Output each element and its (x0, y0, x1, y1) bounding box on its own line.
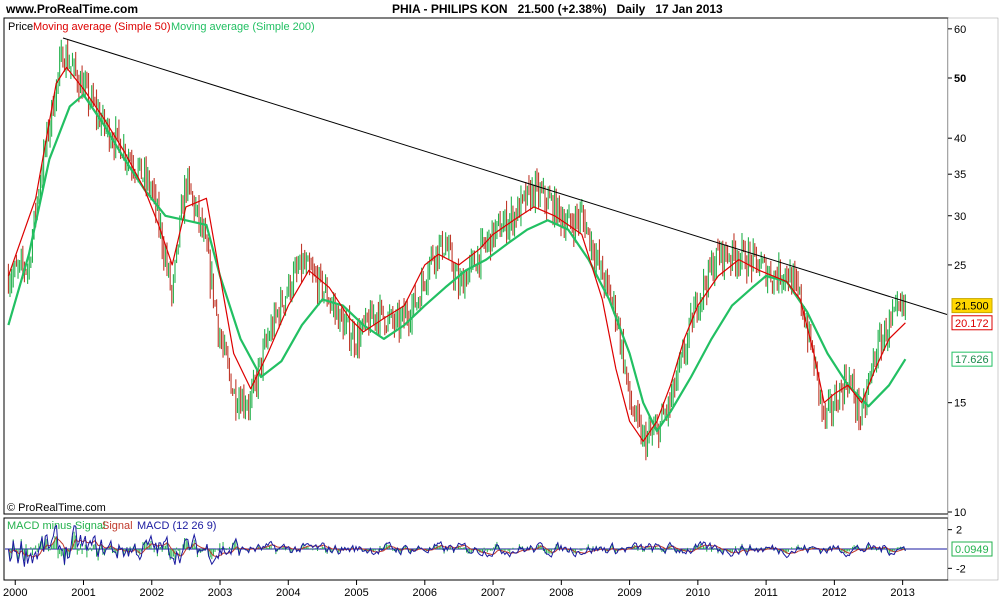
main-plot (7, 37, 948, 461)
x-tick-label: 2009 (617, 587, 641, 599)
y-tick-label: 40 (954, 133, 966, 145)
y-tick-label: 30 (954, 211, 966, 223)
legend-macd: MACD (12 26 9) (137, 520, 216, 532)
last-price-label-bg (951, 298, 993, 314)
legend-signal: Signal (102, 520, 133, 532)
x-tick-label: 2012 (822, 587, 846, 599)
macd-line (7, 524, 906, 567)
x-tick-label: 2006 (413, 587, 437, 599)
x-tick-label: 2008 (549, 587, 573, 599)
last-price: 21.500 (+2.38%) (517, 2, 607, 16)
x-tick-label: 2013 (890, 587, 914, 599)
x-tick-label: 2004 (276, 587, 300, 599)
x-tick-label: 2003 (208, 587, 232, 599)
x-tick-label: 2011 (754, 587, 778, 599)
copyright-label: © ProRealTime.com (7, 502, 106, 514)
top-bar: www.ProRealTime.com PHIA - PHILIPS KON 21… (0, 0, 1000, 18)
date-label: 17 Jan 2013 (655, 2, 723, 16)
trendline (62, 37, 948, 315)
y-tick-label: 35 (954, 169, 966, 181)
x-tick-label: 2010 (686, 587, 710, 599)
sma200-line (7, 93, 907, 433)
legend-sma200: Moving average (Simple 200) (171, 21, 315, 33)
macd-value-bg (951, 541, 993, 557)
x-tick-label: 2007 (481, 587, 505, 599)
y-tick-label: 50 (954, 73, 966, 85)
sma50-line (7, 66, 906, 442)
macd-tick-label: -2 (956, 563, 966, 575)
sma200-price-label-bg (951, 351, 993, 367)
macd-tick-label: 2 (956, 525, 962, 537)
y-tick-label: 25 (954, 260, 966, 272)
y-tick-label: 60 (954, 24, 966, 36)
period-label: Daily (616, 2, 646, 16)
site-title[interactable]: www.ProRealTime.com (6, 2, 139, 16)
legend-price: Price (8, 21, 33, 33)
macd-plot (5, 524, 947, 567)
sma50-price-label: 20.172 (955, 318, 989, 330)
x-tick-label: 2005 (344, 587, 368, 599)
ticker-name: PHIA - PHILIPS KON (392, 2, 508, 16)
sma200-price-label: 17.626 (955, 354, 989, 366)
x-tick-label: 2001 (71, 587, 95, 599)
sma50-price-label-bg (951, 315, 993, 331)
y-tick-label: 10 (954, 507, 966, 519)
y-tick-label: 15 (954, 398, 966, 410)
last-price-label: 21.500 (955, 301, 989, 313)
chart-header: PHIA - PHILIPS KON 21.500 (+2.38%) Daily 17… (392, 2, 733, 16)
macd-value-label: 0.0949 (955, 544, 989, 556)
x-tick-label: 2000 (3, 587, 27, 599)
x-tick-label: 2002 (140, 587, 164, 599)
legend-sma50: Moving average (Simple 50) (33, 21, 171, 33)
